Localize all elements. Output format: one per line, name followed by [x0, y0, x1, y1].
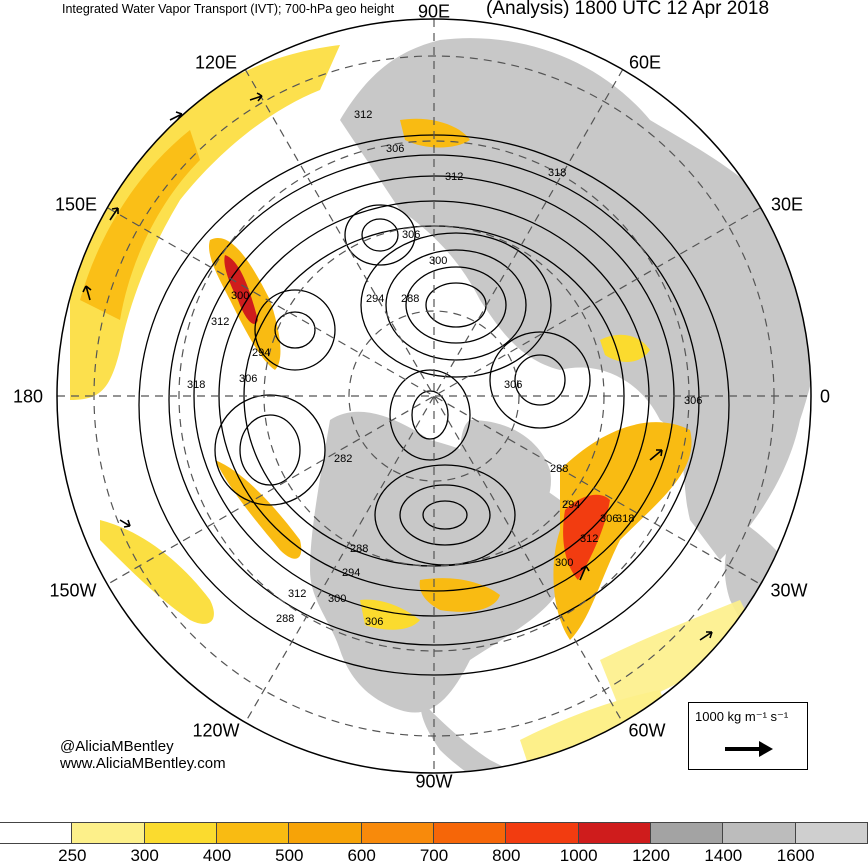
valid-time-title: (Analysis) 1800 UTC 12 Apr 2018: [486, 0, 770, 19]
land-greenland: [460, 420, 551, 520]
contour-label-group: 312 306 312 318 306 300 294 288 300 312 …: [187, 109, 702, 628]
vector-scale-label: 1000 kg m⁻¹ s⁻¹: [695, 709, 789, 724]
contour-label: 312: [354, 109, 372, 121]
contour-label: 306: [239, 373, 257, 385]
colorbar-segment: [360, 822, 434, 844]
ivt-patch-southeast: [360, 599, 420, 630]
contour-label: 294: [342, 567, 360, 579]
contour-label: 294: [366, 293, 384, 305]
contour-label: 288: [350, 543, 368, 555]
vector-scale-arrow: [725, 741, 773, 757]
colorbar-segment: [0, 822, 73, 844]
contour-label: 306: [684, 395, 702, 407]
map-border: [56, 18, 812, 774]
contour-label: 300: [328, 593, 346, 605]
colorbar-tick-label: 600: [347, 846, 376, 865]
vector-scale-legend: 1000 kg m⁻¹ s⁻¹: [688, 702, 808, 770]
ivt-patch-siberia: [400, 118, 470, 148]
contour-label: 318: [616, 513, 634, 525]
contour-label: 306: [365, 616, 383, 628]
credit-website: www.AliciaMBentley.com: [60, 755, 226, 772]
contour-label: 318: [548, 167, 566, 179]
contour-label: 312: [211, 316, 229, 328]
colorbar-tick-label: 500: [275, 846, 304, 865]
ivt-plume-atlantic-core: [563, 494, 610, 580]
colorbar-tick-label: 1600: [776, 846, 815, 865]
lon-label-30e: 30E: [770, 194, 804, 215]
lon-label-150e: 150E: [54, 194, 98, 215]
lon-label-60e: 60E: [628, 52, 662, 73]
contour-label: 300: [429, 255, 447, 267]
colorbar-segment: [432, 822, 507, 844]
colorbar-segment: [722, 822, 796, 844]
ivt-band-caribbean: [520, 690, 670, 770]
land-eurasia: [340, 38, 811, 560]
contour-label: 282: [334, 453, 352, 465]
contour-label: 300: [231, 290, 249, 302]
contour-label: 312: [445, 171, 463, 183]
credit-handle: @AliciaMBentley: [60, 738, 174, 755]
ivt-patch-europe: [600, 334, 650, 362]
ivt-patch-subtropical-atlantic: [600, 600, 760, 710]
graticule: [57, 19, 811, 773]
contour-label: 312: [580, 533, 598, 545]
contour-label: 306: [504, 379, 522, 391]
contour-label: 318: [187, 379, 205, 391]
colorbar-tick-label: 700: [419, 846, 449, 865]
contour-label: 306: [402, 229, 420, 241]
lon-label-0: 0: [819, 386, 831, 407]
lon-label-30w: 30W: [770, 580, 808, 601]
lon-label-120w: 120W: [192, 720, 240, 741]
contour-label: 294: [562, 499, 580, 511]
lon-label-90e: 90E: [417, 1, 451, 22]
colorbar-segment: [794, 822, 868, 844]
colorbar: [0, 822, 868, 844]
contour-label: 312: [288, 588, 306, 600]
lon-label-120e: 120E: [194, 52, 238, 73]
ivt-vectors: [82, 92, 713, 641]
lon-label-90w: 90W: [415, 771, 453, 792]
contour-label: 294: [252, 347, 270, 359]
contour-label: 288: [276, 613, 294, 625]
ivt-plume-alaska: [215, 460, 302, 559]
contour-label: 306: [600, 513, 618, 525]
colorbar-tick-label: 1000: [559, 846, 598, 865]
ivt-plume-kamchatka-core: [224, 255, 258, 324]
colorbar-segment: [71, 822, 145, 844]
colorbar-tick-label: 400: [202, 846, 232, 865]
colorbar-segment: [577, 822, 651, 844]
colorbar-tick-label: 1200: [632, 846, 670, 865]
colorbar-tick-label: 800: [492, 846, 521, 865]
lon-label-60w: 60W: [628, 720, 666, 741]
chart-title: Integrated Water Vapor Transport (IVT); …: [62, 2, 395, 16]
colorbar-tick-label: 1400: [704, 846, 743, 865]
contour-label: 306: [386, 143, 404, 155]
colorbar-segment: [143, 822, 217, 844]
contour-label: 288: [550, 463, 568, 475]
colorbar-segment: [215, 822, 290, 844]
colorbar-segment: [649, 822, 724, 844]
colorbar-segment: [288, 822, 362, 844]
contour-label: 300: [555, 557, 573, 569]
colorbar-tick-label: 300: [130, 846, 159, 865]
contour-label: 288: [401, 293, 419, 305]
colorbar-segment: [505, 822, 579, 844]
colorbar-labels: 250 300 400 500 600 700 800 1000 1200 1400 1600: [0, 846, 868, 866]
lon-label-150w: 150W: [49, 580, 97, 601]
lon-label-180: 180: [12, 386, 44, 407]
colorbar-tick-label: 250: [58, 846, 87, 865]
